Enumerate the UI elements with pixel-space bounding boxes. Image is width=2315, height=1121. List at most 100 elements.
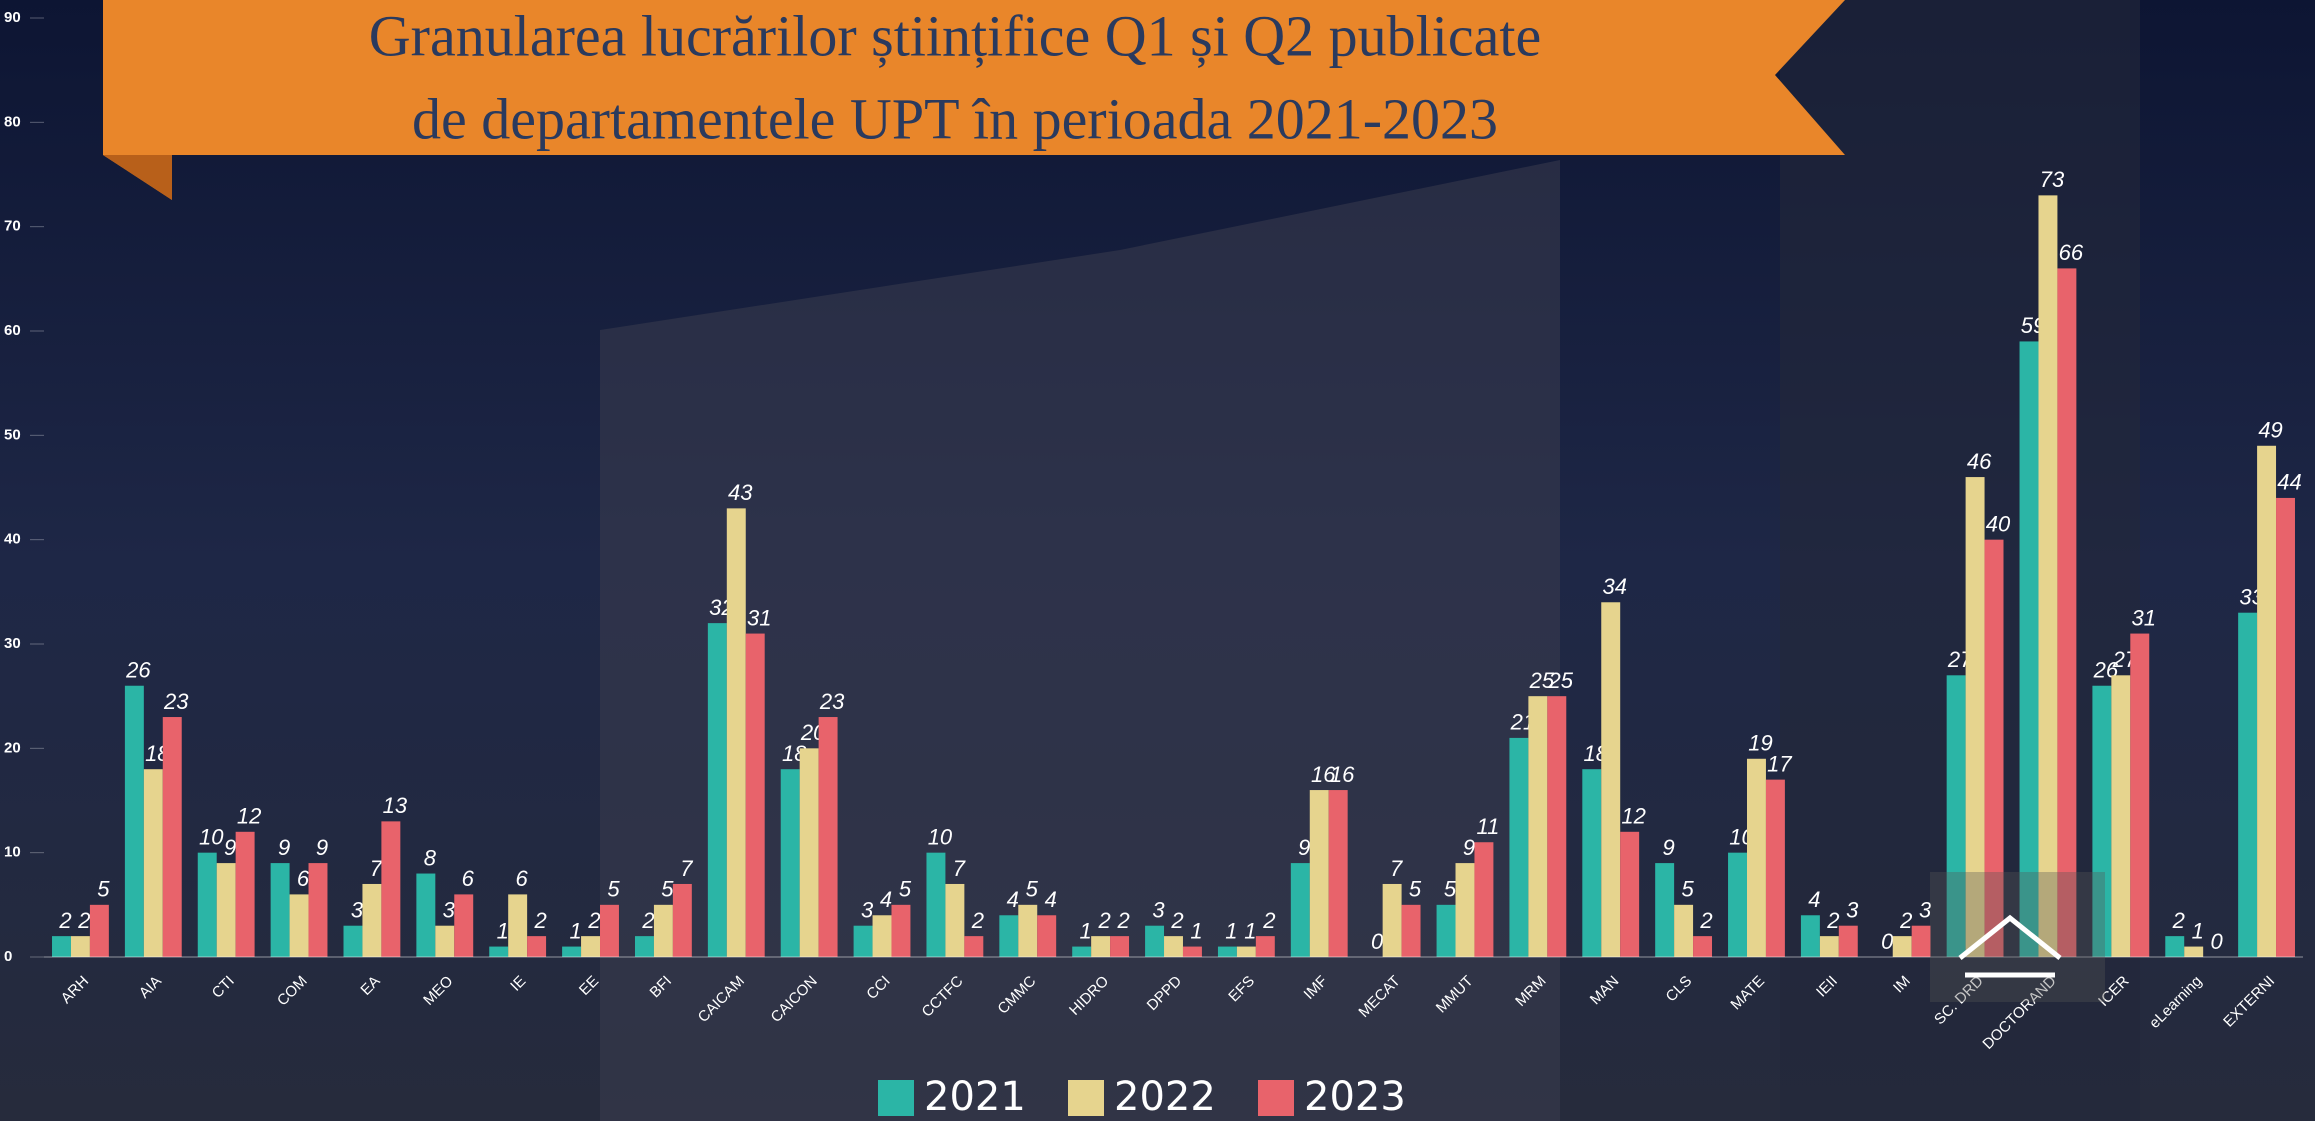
bar — [527, 936, 546, 957]
y-tick-label: 20 — [4, 739, 21, 756]
value-label: 9 — [1298, 835, 1310, 860]
value-label: 73 — [2040, 167, 2065, 192]
bar — [1018, 905, 1037, 957]
value-label: 2 — [1826, 908, 1839, 933]
bar — [2257, 446, 2276, 957]
bar — [2238, 613, 2257, 957]
bar — [999, 915, 1018, 957]
bar — [891, 905, 910, 957]
bar — [125, 686, 144, 957]
value-label: 7 — [1390, 856, 1403, 881]
value-label: 2 — [1699, 908, 1712, 933]
bar — [708, 623, 727, 957]
value-label: 0 — [1881, 929, 1894, 954]
value-label: 23 — [819, 689, 845, 714]
value-label: 4 — [880, 887, 892, 912]
bar — [454, 894, 473, 957]
bar — [1218, 947, 1237, 957]
bar — [1747, 759, 1766, 957]
legend-swatch — [1068, 1080, 1104, 1116]
bar — [435, 926, 454, 957]
bar — [416, 874, 435, 957]
bar — [673, 884, 692, 957]
value-label: 40 — [1986, 511, 2011, 536]
value-label: 2 — [1116, 908, 1129, 933]
value-label: 0 — [1371, 929, 1384, 954]
bar — [1456, 863, 1475, 957]
value-label: 12 — [237, 804, 261, 829]
bar — [90, 905, 109, 957]
value-label: 10 — [928, 824, 953, 849]
bar — [1601, 602, 1620, 957]
bar — [1329, 790, 1348, 957]
bar — [2020, 341, 2039, 957]
value-label: 13 — [383, 793, 408, 818]
legend-swatch — [878, 1080, 914, 1116]
value-label: 11 — [1477, 814, 1500, 839]
value-label: 9 — [278, 835, 290, 860]
value-label: 44 — [2277, 470, 2301, 495]
bar — [1766, 780, 1785, 957]
value-label: 26 — [125, 658, 151, 683]
bar — [362, 884, 381, 957]
bar — [727, 508, 746, 957]
bar — [1183, 947, 1202, 957]
value-label: 31 — [747, 605, 771, 630]
value-label: 9 — [1463, 835, 1475, 860]
value-label: 2 — [587, 908, 600, 933]
bar — [2165, 936, 2184, 957]
bar — [654, 905, 673, 957]
value-label: 31 — [2132, 605, 2156, 630]
button-bg[interactable] — [1930, 872, 2105, 1002]
value-label: 4 — [1045, 887, 1057, 912]
bar — [1509, 738, 1528, 957]
value-label: 5 — [1444, 877, 1457, 902]
bar — [1437, 905, 1456, 957]
value-label: 5 — [899, 877, 912, 902]
bar — [2276, 498, 2295, 957]
value-label: 23 — [163, 689, 189, 714]
value-label: 8 — [424, 845, 437, 870]
bar — [746, 634, 765, 957]
bar — [1164, 936, 1183, 957]
value-label: 1 — [497, 918, 509, 943]
value-label: 2 — [971, 908, 984, 933]
value-label: 66 — [2059, 240, 2084, 265]
value-label: 4 — [1007, 887, 1019, 912]
bar — [489, 947, 508, 957]
value-label: 1 — [1190, 918, 1202, 943]
y-tick-label: 40 — [4, 531, 21, 548]
value-label: 2 — [641, 908, 654, 933]
bar — [1237, 947, 1256, 957]
bar — [562, 947, 581, 957]
value-label: 9 — [224, 835, 236, 860]
bar — [781, 769, 800, 957]
value-label: 17 — [1767, 751, 1792, 776]
bar — [343, 926, 362, 957]
bar — [600, 905, 619, 957]
scroll-up-button[interactable] — [1930, 872, 2105, 1002]
bar — [2130, 634, 2149, 957]
bar — [945, 884, 964, 957]
bar — [1091, 936, 1110, 957]
value-label: 3 — [443, 898, 456, 923]
value-label: 3 — [1846, 898, 1859, 923]
bar — [2184, 947, 2203, 957]
y-tick-label: 50 — [4, 426, 21, 443]
y-tick-label: 70 — [4, 218, 21, 235]
bar — [217, 863, 236, 957]
bar — [1547, 696, 1566, 957]
value-label: 49 — [2258, 418, 2282, 443]
value-label: 1 — [1244, 918, 1256, 943]
y-tick-label: 0 — [4, 948, 12, 965]
value-label: 5 — [1409, 877, 1422, 902]
bar — [635, 936, 654, 957]
value-label: 4 — [1808, 887, 1820, 912]
bar — [1674, 905, 1693, 957]
bar — [1037, 915, 1056, 957]
bar — [1820, 936, 1839, 957]
value-label: 2 — [1170, 908, 1183, 933]
value-label: 10 — [199, 824, 224, 849]
value-label: 9 — [1663, 835, 1675, 860]
bar — [236, 832, 255, 957]
